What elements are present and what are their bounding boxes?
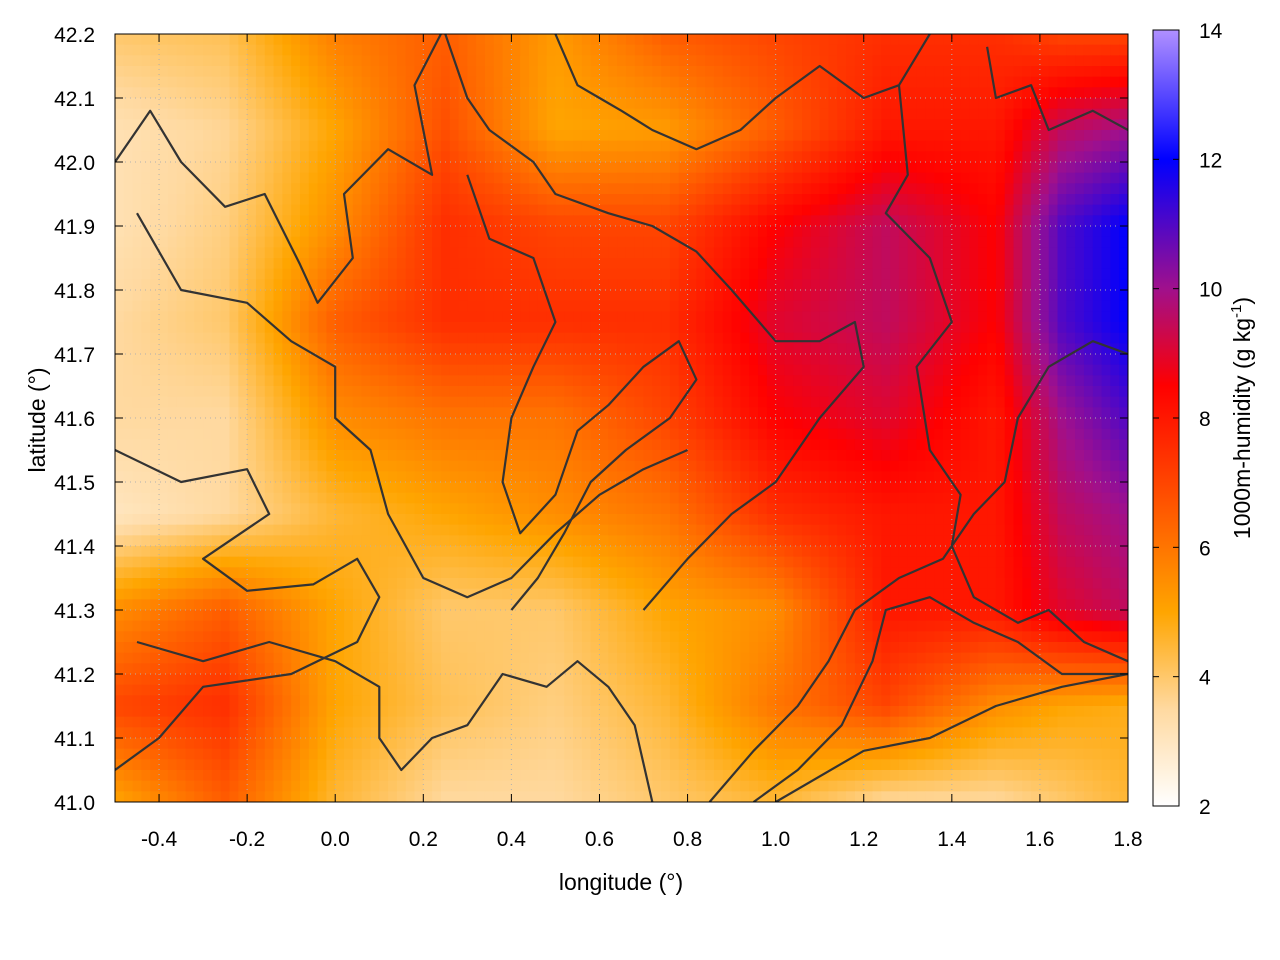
contour-line-2 xyxy=(115,449,381,771)
colorbar-tick-label: 2 xyxy=(1199,796,1211,819)
colorbar-label-end: ) xyxy=(1229,297,1255,305)
contour-line-8 xyxy=(708,340,1128,802)
contour-line-1 xyxy=(136,212,689,599)
x-tick-label: 1.2 xyxy=(849,828,878,851)
colorbar-label-superscript: -1 xyxy=(1228,305,1245,318)
colorbar-ticks: 2 4 6 8 10 12 14 xyxy=(1153,20,1223,819)
x-tick-label: 0.0 xyxy=(321,828,350,851)
y-tick-label: 42.2 xyxy=(54,24,95,47)
humidity-field xyxy=(115,34,1128,802)
colorbar-tick-label: 4 xyxy=(1199,667,1211,690)
y-axis-label: latitude (°) xyxy=(24,367,50,472)
colorbar-label: 1000m-humidity (g kg-1) xyxy=(1228,297,1255,539)
contour-line-0 xyxy=(115,34,442,304)
y-tick-label: 41.6 xyxy=(54,408,95,431)
x-axis-ticks: -0.4 -0.2 0.0 0.2 0.4 0.6 0.8 1.0 1.2 1.4 1.6 1.8 xyxy=(141,34,1143,851)
y-tick-label: 41.8 xyxy=(54,280,95,303)
colorbar-tick-label: 10 xyxy=(1199,279,1222,302)
x-tick-label: 0.4 xyxy=(497,828,527,851)
colorbar-label-main: 1000m-humidity (g kg xyxy=(1229,318,1255,539)
y-tick-label: 41.9 xyxy=(54,216,95,239)
x-tick-label: 1.4 xyxy=(937,828,967,851)
colorbar-tick-label: 14 xyxy=(1199,20,1223,43)
x-tick-label: -0.4 xyxy=(141,828,178,851)
x-tick-label: 1.0 xyxy=(761,828,790,851)
colorbar-tick-label: 12 xyxy=(1199,149,1222,172)
x-axis-label: longitude (°) xyxy=(559,869,683,895)
y-tick-label: 41.2 xyxy=(54,664,95,687)
y-tick-label: 42.1 xyxy=(54,88,95,111)
contour-line-9 xyxy=(986,46,1128,132)
x-tick-label: -0.2 xyxy=(229,828,265,851)
x-tick-label: 0.6 xyxy=(585,828,614,851)
contour-lines xyxy=(115,34,1128,802)
y-tick-label: 41.1 xyxy=(54,728,95,751)
x-tick-label: 1.6 xyxy=(1025,828,1054,851)
x-tick-label: 1.8 xyxy=(1113,828,1142,851)
colorbar-tick-label: 6 xyxy=(1199,537,1211,560)
y-tick-label: 41.3 xyxy=(54,600,95,623)
y-tick-label: 41.0 xyxy=(54,792,95,815)
contour-line-4 xyxy=(444,34,865,611)
contour-line-7 xyxy=(752,596,1128,802)
colorbar-tick-label: 8 xyxy=(1199,408,1211,431)
x-tick-label: 0.2 xyxy=(409,828,438,851)
y-tick-label: 42.0 xyxy=(54,152,95,175)
contour-line-10 xyxy=(775,672,1128,802)
contour-line-5 xyxy=(554,34,931,151)
contour-line-3 xyxy=(136,640,654,802)
y-tick-label: 41.7 xyxy=(54,344,95,367)
y-axis-ticks: 41.0 41.1 41.2 41.3 41.4 41.5 41.6 41.7 41.8 41.9… xyxy=(54,24,1128,815)
contour-line-11 xyxy=(466,174,698,611)
y-tick-label: 41.4 xyxy=(54,536,95,559)
y-tick-label: 41.5 xyxy=(54,472,95,495)
contour-line-6 xyxy=(884,85,1128,663)
x-tick-label: 0.8 xyxy=(673,828,702,851)
